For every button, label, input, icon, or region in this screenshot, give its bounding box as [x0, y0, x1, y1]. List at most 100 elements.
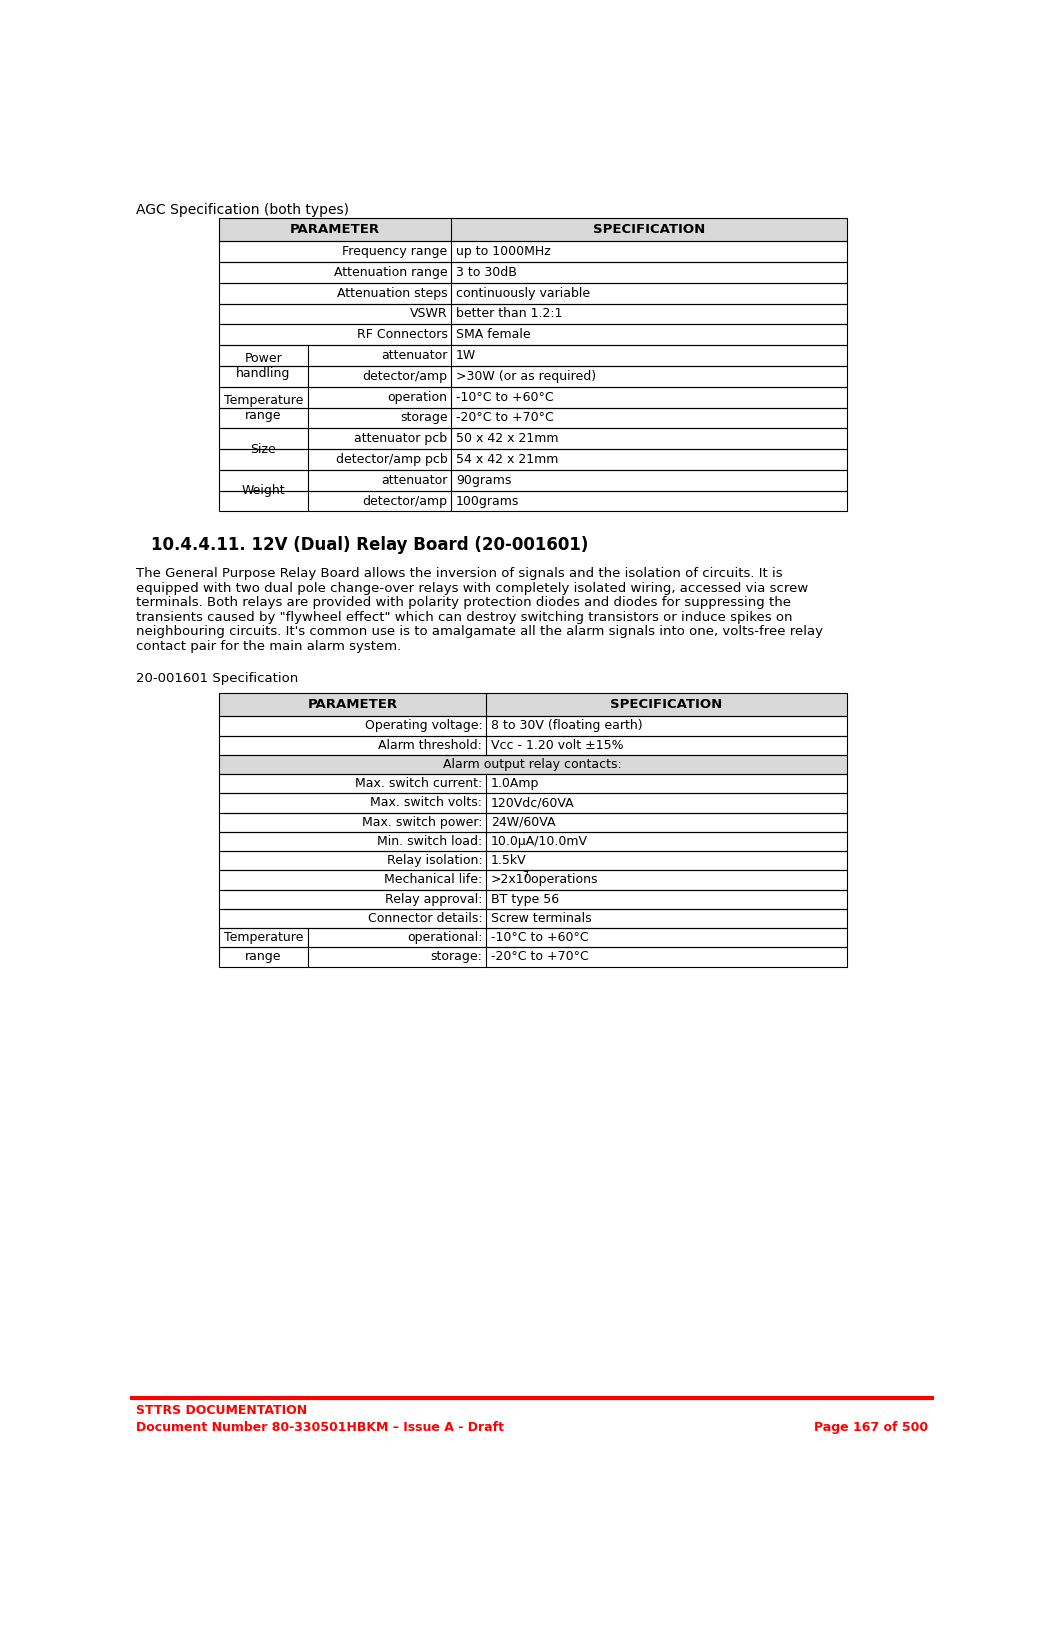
Text: Vcc - 1.20 volt ±15%: Vcc - 1.20 volt ±15%	[491, 739, 624, 752]
Text: Attenuation range: Attenuation range	[334, 265, 447, 278]
Bar	[219, 218, 847, 241]
Text: operations: operations	[527, 873, 598, 886]
Text: 10.4.4.11. 12V (Dual) Relay Board (20-001601): 10.4.4.11. 12V (Dual) Relay Board (20-00…	[152, 536, 589, 554]
Text: Relay approval:: Relay approval:	[385, 893, 483, 906]
Text: 90grams: 90grams	[456, 473, 512, 486]
Text: STTRS DOCUMENTATION: STTRS DOCUMENTATION	[136, 1404, 307, 1417]
Text: SPECIFICATION: SPECIFICATION	[610, 698, 722, 711]
Text: Weight: Weight	[242, 485, 285, 498]
Bar	[219, 870, 847, 889]
Text: SMA female: SMA female	[456, 328, 530, 341]
Text: 24W/60VA: 24W/60VA	[491, 816, 555, 829]
Text: up to 1000MHz: up to 1000MHz	[456, 246, 551, 259]
Bar	[219, 262, 847, 283]
Text: Relay isolation:: Relay isolation:	[387, 853, 483, 867]
Text: 20-001601 Specification: 20-001601 Specification	[136, 672, 298, 685]
Text: Operating voltage:: Operating voltage:	[364, 719, 483, 732]
Bar	[219, 241, 847, 262]
Text: Max. switch power:: Max. switch power:	[362, 816, 483, 829]
Bar	[219, 793, 847, 812]
Text: Max. switch current:: Max. switch current:	[355, 776, 483, 790]
Bar	[219, 693, 847, 716]
Bar	[219, 218, 847, 241]
Text: 10.0μA/10.0mV: 10.0μA/10.0mV	[491, 835, 588, 848]
Bar	[219, 889, 847, 909]
Bar	[219, 387, 847, 408]
Text: contact pair for the main alarm system.: contact pair for the main alarm system.	[136, 640, 402, 654]
Bar	[219, 324, 847, 346]
Bar	[219, 832, 847, 852]
Text: Alarm threshold:: Alarm threshold:	[379, 739, 483, 752]
Text: transients caused by "flywheel effect" which can destroy switching transistors o: transients caused by "flywheel effect" w…	[136, 611, 792, 624]
Bar	[219, 449, 847, 470]
Text: continuously variable: continuously variable	[456, 287, 591, 300]
Bar	[219, 812, 847, 832]
Bar	[219, 283, 847, 303]
Text: range: range	[245, 950, 281, 963]
Text: Page 167 of 500: Page 167 of 500	[814, 1420, 928, 1433]
Bar	[219, 852, 847, 870]
Text: PARAMETER: PARAMETER	[290, 223, 380, 236]
Text: VSWR: VSWR	[410, 308, 447, 321]
Text: Temperature
range: Temperature range	[224, 393, 303, 421]
Text: Frequency range: Frequency range	[343, 246, 447, 259]
Text: terminals. Both relays are provided with polarity protection diodes and diodes f: terminals. Both relays are provided with…	[136, 596, 791, 609]
Text: Min. switch load:: Min. switch load:	[377, 835, 483, 848]
Text: Document Number 80-330501HBKM – Issue A - Draft: Document Number 80-330501HBKM – Issue A …	[136, 1420, 504, 1433]
Text: 3 to 30dB: 3 to 30dB	[456, 265, 517, 278]
Text: Attenuation steps: Attenuation steps	[337, 287, 447, 300]
Text: equipped with two dual pole change-over relays with completely isolated wiring, : equipped with two dual pole change-over …	[136, 581, 809, 595]
Text: Size: Size	[250, 442, 276, 455]
Text: attenuator pcb: attenuator pcb	[354, 432, 447, 446]
Text: operational:: operational:	[407, 930, 483, 943]
Text: PARAMETER: PARAMETER	[307, 698, 398, 711]
Bar	[219, 947, 847, 966]
Text: -20°C to +70°C: -20°C to +70°C	[456, 411, 554, 424]
Text: neighbouring circuits. It's common use is to amalgamate all the alarm signals in: neighbouring circuits. It's common use i…	[136, 626, 823, 639]
Bar	[219, 735, 847, 755]
Text: 120Vdc/60VA: 120Vdc/60VA	[491, 796, 574, 809]
Text: -10°C to +60°C: -10°C to +60°C	[491, 930, 589, 943]
Text: better than 1.2:1: better than 1.2:1	[456, 308, 563, 321]
Text: Mechanical life:: Mechanical life:	[384, 873, 483, 886]
Text: Temperature: Temperature	[224, 930, 303, 943]
Text: The General Purpose Relay Board allows the inversion of signals and the isolatio: The General Purpose Relay Board allows t…	[136, 567, 783, 580]
Text: >2x10: >2x10	[491, 873, 532, 886]
Text: BT type 56: BT type 56	[491, 893, 559, 906]
Text: storage:: storage:	[431, 950, 483, 963]
Bar	[219, 303, 847, 324]
Text: Screw terminals: Screw terminals	[491, 912, 592, 925]
Text: 8 to 30V (floating earth): 8 to 30V (floating earth)	[491, 719, 643, 732]
Text: -10°C to +60°C: -10°C to +60°C	[456, 390, 553, 403]
Text: attenuator: attenuator	[381, 473, 447, 486]
Text: Max. switch volts:: Max. switch volts:	[371, 796, 483, 809]
Text: 7: 7	[522, 871, 528, 881]
Bar	[219, 909, 847, 929]
Bar	[219, 470, 847, 491]
Bar	[219, 755, 847, 775]
Text: 1.5kV: 1.5kV	[491, 853, 526, 867]
Text: detector/amp: detector/amp	[362, 495, 447, 508]
Text: -20°C to +70°C: -20°C to +70°C	[491, 950, 589, 963]
Text: 54 x 42 x 21mm: 54 x 42 x 21mm	[456, 454, 558, 467]
Text: >30W (or as required): >30W (or as required)	[456, 370, 596, 383]
Text: RF Connectors: RF Connectors	[357, 328, 447, 341]
Bar	[219, 408, 847, 428]
Text: 50 x 42 x 21mm: 50 x 42 x 21mm	[456, 432, 558, 446]
Text: Connector details:: Connector details:	[367, 912, 483, 925]
Text: operation: operation	[387, 390, 447, 403]
Bar	[219, 693, 847, 716]
Text: detector/amp: detector/amp	[362, 370, 447, 383]
Bar	[219, 346, 847, 365]
Bar	[219, 755, 847, 775]
Bar	[219, 929, 847, 947]
Text: Power
handling: Power handling	[237, 352, 291, 380]
Bar	[219, 491, 847, 511]
Bar	[219, 716, 847, 735]
Text: SPECIFICATION: SPECIFICATION	[593, 223, 705, 236]
Text: AGC Specification (both types): AGC Specification (both types)	[136, 203, 349, 216]
Text: 100grams: 100grams	[456, 495, 519, 508]
Bar	[219, 365, 847, 387]
Text: 1W: 1W	[456, 349, 476, 362]
Text: detector/amp pcb: detector/amp pcb	[335, 454, 447, 467]
